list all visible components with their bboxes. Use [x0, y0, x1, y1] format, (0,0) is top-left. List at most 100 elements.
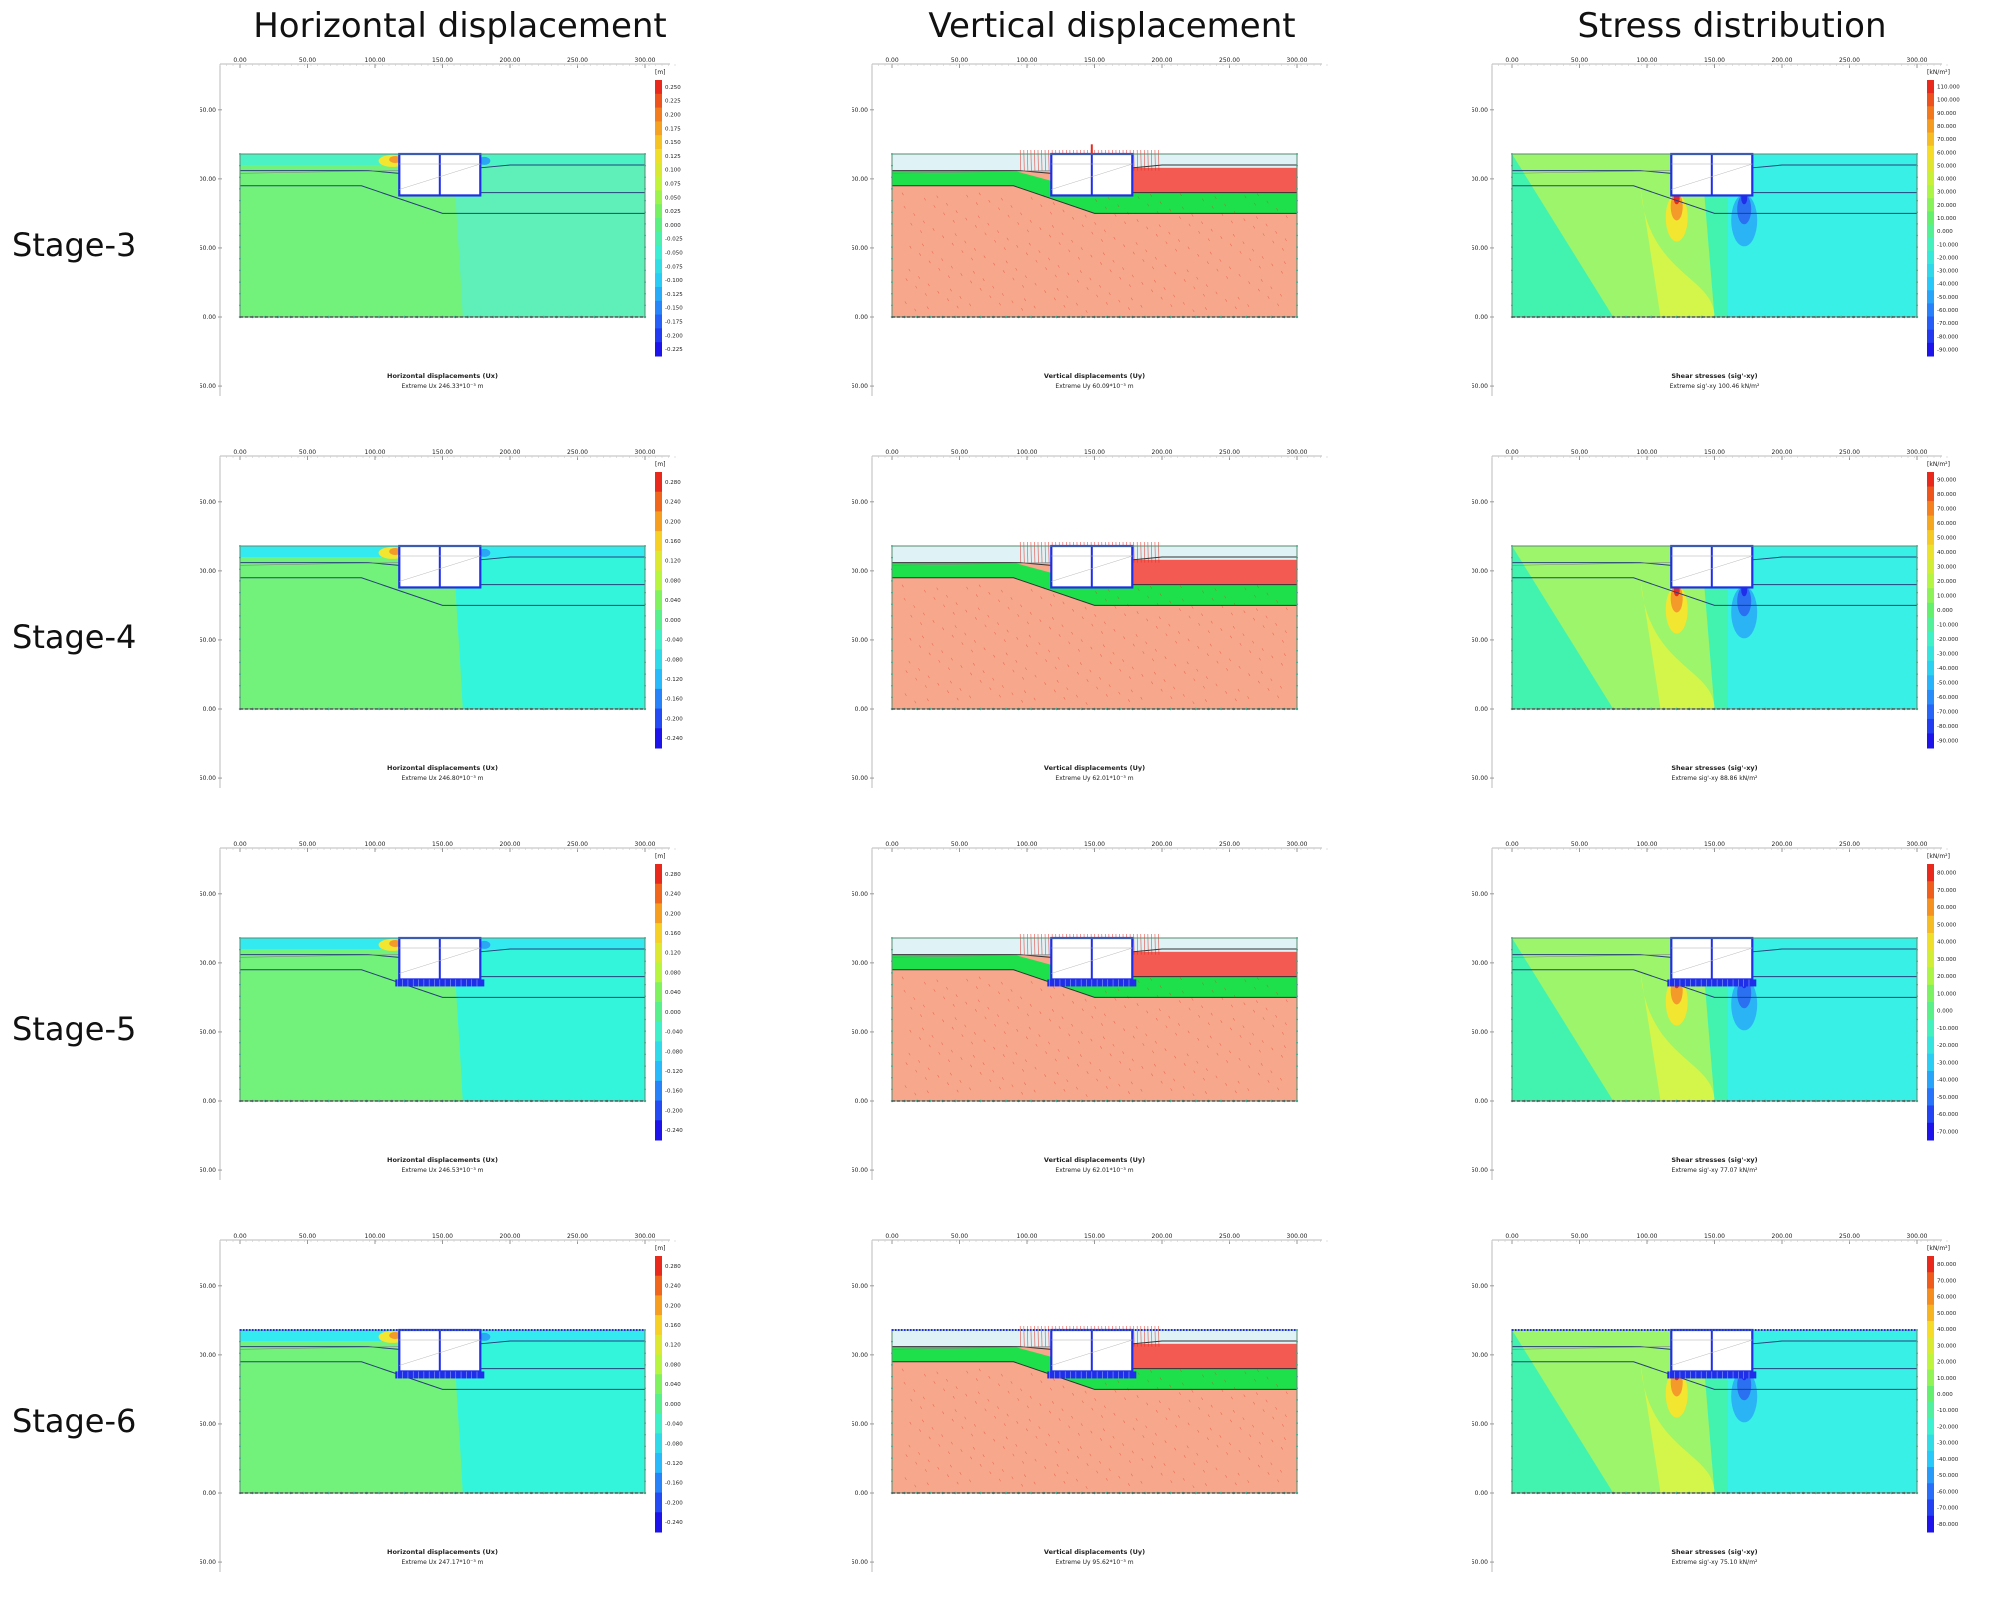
soil-layer-line	[1752, 556, 1917, 561]
soil-layer-line	[480, 1340, 645, 1345]
boundary-node	[1511, 176, 1513, 179]
caisson-inner-line	[1051, 1339, 1133, 1366]
uy-vector	[937, 1466, 940, 1470]
uy-vector	[1232, 625, 1235, 629]
uy-vector	[1248, 1457, 1251, 1461]
vertical-caption-title: Vertical displacements (Uy)	[1044, 372, 1145, 380]
uy-vector	[924, 685, 927, 688]
uy-vector	[920, 1406, 923, 1410]
uy-vector	[1214, 1372, 1217, 1376]
boundary-node	[1296, 983, 1298, 986]
horizontal-legend-swatch	[655, 1080, 662, 1102]
uy-vector	[1183, 671, 1186, 674]
uy-vector	[936, 979, 939, 983]
stress-legend-tick: 50.000	[1937, 1311, 1957, 1317]
uy-vector	[922, 1396, 925, 1400]
boundary-node	[1916, 1422, 1918, 1425]
uy-vector	[1086, 679, 1089, 682]
uy-vector	[1076, 279, 1079, 283]
y-tick-label: 0.00	[1475, 706, 1489, 713]
uy-vector	[1281, 1031, 1284, 1035]
uy-vector	[977, 1391, 980, 1395]
uy-vector	[1077, 648, 1080, 652]
boundary-node	[1511, 579, 1513, 582]
uy-vector	[949, 680, 952, 684]
boundary-node	[1916, 1006, 1918, 1009]
x-tick-label: 300.00	[635, 1233, 656, 1240]
boundary-node	[644, 971, 646, 974]
uy-vector	[1010, 205, 1013, 208]
uy-vector	[1016, 245, 1019, 248]
uy-vector	[1158, 616, 1161, 620]
boundary-node	[1245, 707, 1248, 711]
uy-vector	[921, 1419, 924, 1423]
boundary-node	[1296, 1422, 1298, 1425]
horizontal-legend-swatch	[655, 962, 662, 983]
ux-contour-right	[455, 938, 645, 1101]
boundary-node	[239, 603, 241, 606]
horizontal-legend-tick: -0.080	[665, 1441, 683, 1447]
uy-vector	[1028, 1418, 1031, 1422]
stress-legend-tick: 90.000	[1937, 111, 1957, 117]
uy-vector	[938, 1443, 941, 1447]
uy-vector	[1238, 665, 1241, 669]
stress-legend-tick: -60.000	[1937, 1489, 1959, 1495]
uy-vector	[1170, 304, 1173, 307]
stress-legend-tick: 20.000	[1937, 1360, 1957, 1366]
boundary-node	[239, 948, 241, 951]
uy-vector	[964, 1416, 967, 1420]
uy-vector	[908, 268, 911, 272]
y-tick-label: -50.00	[852, 1559, 868, 1566]
uy-vector	[1039, 1403, 1042, 1407]
boundary-node	[352, 707, 356, 711]
horizontal-legend-tick: -0.200	[665, 1500, 683, 1506]
x-tick-label: 0.00	[885, 1233, 899, 1240]
uy-vector	[1105, 693, 1108, 697]
stress-legend-tick: 40.000	[1937, 177, 1957, 183]
horizontal-legend-tick: -0.160	[665, 697, 683, 703]
boundary-node	[1296, 673, 1298, 676]
boundary-node	[378, 315, 381, 319]
boundary-node	[644, 1387, 646, 1390]
uy-vector	[1123, 636, 1126, 640]
x-tick-label: 100.00	[1017, 841, 1038, 848]
uy-vector	[987, 1398, 990, 1402]
uy-vector	[1112, 1435, 1115, 1439]
stress-legend-swatch	[1927, 515, 1934, 531]
uy-vector	[1169, 600, 1172, 604]
stress-legend-swatch	[1927, 1105, 1934, 1124]
boundary-node	[891, 1387, 893, 1390]
x-tick-label: 0.00	[1505, 449, 1519, 456]
horizontal-legend-swatch	[655, 1120, 662, 1141]
horizontal-legend-tick: 0.200	[665, 113, 681, 119]
boundary-node	[1296, 257, 1298, 260]
boundary-node	[644, 1422, 646, 1425]
boundary-node	[239, 971, 241, 974]
uy-vector	[1248, 1065, 1251, 1069]
uy-vector	[1155, 1409, 1158, 1413]
x-tick-label: 150.00	[1704, 57, 1725, 64]
boundary-node	[1219, 315, 1223, 319]
y-tick-label: 100.00	[200, 960, 216, 967]
uy-vector	[1271, 1439, 1274, 1443]
uy-green-layer	[892, 954, 1297, 998]
boundary-node	[1916, 626, 1918, 629]
x-tick-label: 200.00	[1772, 57, 1793, 64]
ux-contour-right	[455, 1330, 645, 1493]
boundary-node	[891, 971, 893, 974]
uy-vector	[1158, 933, 1160, 955]
y-tick-label: 100.00	[200, 1352, 216, 1359]
uy-vector	[1058, 634, 1061, 637]
stress-legend-tick: 40.000	[1937, 550, 1957, 556]
boundary-node	[1511, 1410, 1513, 1413]
uy-vector	[982, 1454, 985, 1458]
uy-vector	[1253, 617, 1256, 621]
boundary-node	[1624, 1099, 1628, 1103]
uy-vector	[1113, 1020, 1116, 1024]
stress-legend-tick: 80.000	[1937, 124, 1957, 130]
uy-vector	[1219, 1043, 1222, 1046]
uy-vector	[1197, 1429, 1200, 1433]
stress-legend-swatch	[1927, 1088, 1934, 1106]
uy-vector	[1257, 288, 1260, 292]
uy-vector	[1119, 668, 1122, 672]
